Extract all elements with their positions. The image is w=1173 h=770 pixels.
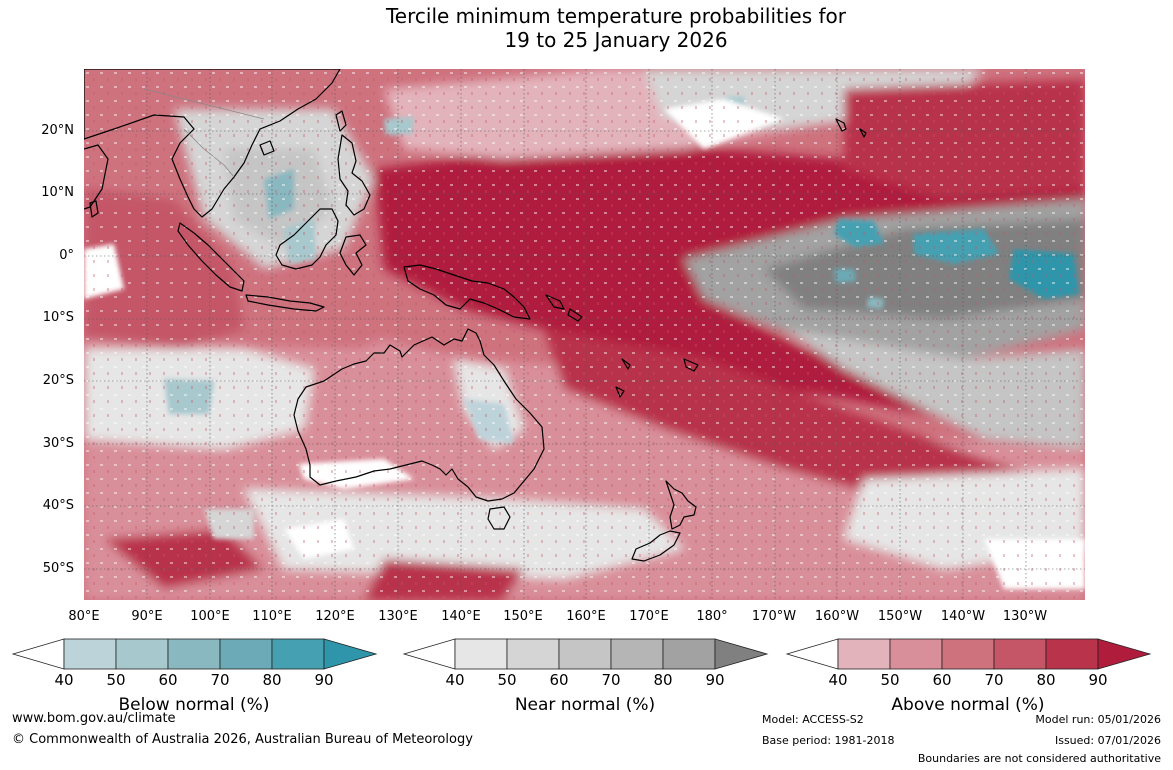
colorbar-tick-label: 80 bbox=[1036, 671, 1056, 689]
lat-label-50s: 50°S bbox=[42, 561, 74, 576]
taiwan-outline bbox=[335, 110, 347, 132]
new-guinea-outline bbox=[403, 264, 531, 320]
colorbar-tick-label: 40 bbox=[828, 671, 848, 689]
colorbar-extend-high bbox=[714, 638, 769, 670]
map-title: Tercile minimum temperature probabilitie… bbox=[0, 4, 1173, 52]
lon-label: 140°W bbox=[940, 609, 986, 624]
colorbar-tick-label: 80 bbox=[262, 671, 282, 689]
colorbar-segment bbox=[1045, 638, 1099, 670]
colorbar-tick-label: 40 bbox=[445, 671, 465, 689]
colorbar-segment bbox=[662, 638, 716, 670]
coastlines bbox=[84, 69, 867, 562]
colorbar-near bbox=[403, 638, 769, 670]
colorbar-segment bbox=[610, 638, 664, 670]
colorbar-tick-label: 70 bbox=[984, 671, 1004, 689]
india-outline bbox=[84, 144, 109, 210]
lat-label-10n: 10°N bbox=[41, 185, 74, 200]
lon-label: 100°E bbox=[190, 609, 230, 624]
title-line-1: Tercile minimum temperature probabilitie… bbox=[385, 4, 847, 28]
lat-label-40s: 40°S bbox=[42, 498, 74, 513]
colorbar-segment bbox=[558, 638, 612, 670]
lon-label: 160°E bbox=[566, 609, 606, 624]
lon-label: 130°E bbox=[378, 609, 418, 624]
nz-south-island bbox=[631, 530, 681, 562]
lon-label: 80°E bbox=[68, 609, 100, 624]
lon-label: 110°E bbox=[252, 609, 292, 624]
colorbar-segment bbox=[271, 638, 325, 670]
colorbar-tick-label: 90 bbox=[705, 671, 725, 689]
title-line-2: 19 to 25 January 2026 bbox=[504, 28, 728, 52]
lat-label-0: 0° bbox=[59, 248, 74, 263]
java-outline bbox=[245, 294, 325, 312]
lon-label: 150°W bbox=[877, 609, 923, 624]
boundaries-disclaimer: Boundaries are not considered authoritat… bbox=[917, 752, 1161, 765]
lon-label: 170°W bbox=[751, 609, 797, 624]
colorbar-segment bbox=[454, 638, 508, 670]
lat-label-30s: 30°S bbox=[42, 436, 74, 451]
lon-label: 140°E bbox=[441, 609, 481, 624]
colorbar-label-above: Above normal (%) bbox=[891, 695, 1045, 715]
colorbar-above bbox=[786, 638, 1152, 670]
lon-label: 130°W bbox=[1002, 609, 1048, 624]
lon-label: 180° bbox=[696, 609, 728, 624]
probability-map bbox=[84, 69, 1085, 600]
sulawesi-outline bbox=[339, 234, 367, 276]
lat-label-10s: 10°S bbox=[42, 310, 74, 325]
model-run: Model run: 05/01/2026 bbox=[1035, 713, 1161, 726]
colorbar-extend-low bbox=[786, 638, 839, 670]
colorbar-extend-high bbox=[323, 638, 378, 670]
colorbar-segment bbox=[219, 638, 273, 670]
colorbar-below bbox=[12, 638, 378, 670]
website: www.bom.gov.au/climate bbox=[12, 711, 176, 726]
lon-label: 160°W bbox=[814, 609, 860, 624]
colorbar-tick-label: 90 bbox=[314, 671, 334, 689]
base-period: Base period: 1981-2018 bbox=[762, 734, 895, 747]
colorbar-extend-low bbox=[12, 638, 65, 670]
issued-date: Issued: 07/01/2026 bbox=[1054, 734, 1161, 747]
lon-label: 170°E bbox=[629, 609, 669, 624]
sumatra-outline bbox=[177, 222, 245, 292]
colorbar-segment bbox=[993, 638, 1047, 670]
philippines-outline bbox=[337, 134, 371, 216]
australia-outline bbox=[293, 328, 545, 502]
colorbar-segment bbox=[837, 638, 891, 670]
lat-label-20s: 20°S bbox=[42, 373, 74, 388]
colorbar-segment bbox=[115, 638, 169, 670]
colorbar-tick-label: 90 bbox=[1088, 671, 1108, 689]
colorbar-segment bbox=[941, 638, 995, 670]
colorbar-segment bbox=[167, 638, 221, 670]
colorbar-tick-label: 60 bbox=[549, 671, 569, 689]
lon-label: 120°E bbox=[315, 609, 355, 624]
colorbar-tick-label: 60 bbox=[932, 671, 952, 689]
lon-label: 150°E bbox=[503, 609, 543, 624]
colorbar-tick-label: 50 bbox=[497, 671, 517, 689]
model-name: Model: ACCESS-S2 bbox=[762, 713, 864, 726]
nz-north-island bbox=[665, 480, 697, 530]
copyright: © Commonwealth of Australia 2026, Austra… bbox=[12, 732, 473, 747]
colorbar-segment bbox=[63, 638, 117, 670]
tasmania-outline bbox=[487, 506, 511, 530]
colorbar-tick-label: 40 bbox=[54, 671, 74, 689]
colorbar-tick-label: 50 bbox=[106, 671, 126, 689]
colorbar-tick-label: 50 bbox=[880, 671, 900, 689]
mainland-asia-outline bbox=[84, 69, 341, 218]
colorbar-tick-label: 80 bbox=[653, 671, 673, 689]
lon-label: 90°E bbox=[131, 609, 163, 624]
colorbar-label-below: Below normal (%) bbox=[118, 695, 270, 715]
borneo-outline bbox=[275, 208, 339, 270]
colorbar-segment bbox=[889, 638, 943, 670]
colorbar-extend-low bbox=[403, 638, 456, 670]
colorbar-extend-high bbox=[1097, 638, 1152, 670]
colorbar-segment bbox=[506, 638, 560, 670]
colorbar-tick-label: 60 bbox=[158, 671, 178, 689]
colorbar-label-near: Near normal (%) bbox=[514, 695, 656, 715]
colorbar-tick-label: 70 bbox=[601, 671, 621, 689]
lat-label-20n: 20°N bbox=[41, 123, 74, 138]
graticule bbox=[84, 69, 1085, 600]
colorbar-tick-label: 70 bbox=[210, 671, 230, 689]
